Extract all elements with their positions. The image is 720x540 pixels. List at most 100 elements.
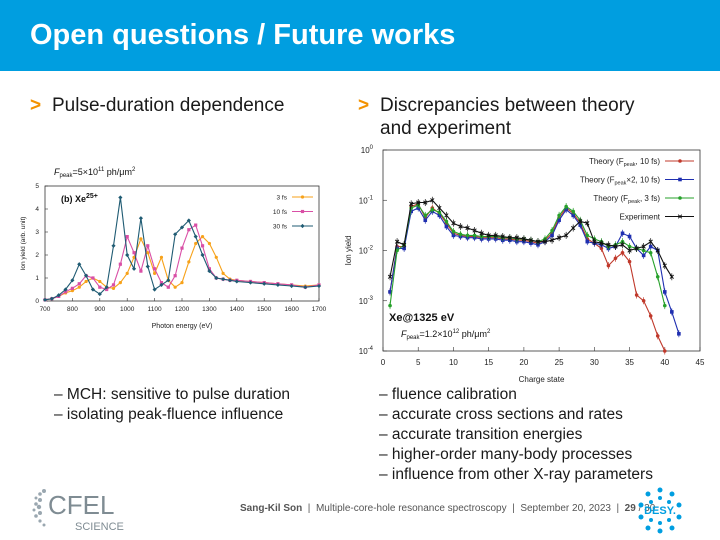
- data-point: [627, 259, 632, 264]
- data-point: [648, 244, 653, 249]
- x-tick-label: 1500: [257, 306, 272, 313]
- data-point: [118, 262, 122, 266]
- label-part: =1.2×10: [420, 329, 453, 339]
- data-point: [641, 298, 646, 303]
- data-point: [145, 264, 150, 269]
- data-point: [528, 238, 534, 243]
- data-point: [556, 235, 562, 240]
- data-point: [465, 225, 470, 231]
- data-point: [193, 234, 198, 239]
- data-point: [670, 310, 674, 314]
- series-line: [44, 224, 320, 301]
- data-point: [627, 248, 632, 253]
- fluence-label: Fpeak=5×1011 ph/μm2: [54, 167, 136, 179]
- x-tick-label: 30: [590, 358, 599, 367]
- data-point: [194, 241, 198, 246]
- label-part: F: [54, 167, 60, 177]
- y-tick-label: 10-4: [359, 346, 374, 356]
- data-point: [678, 159, 682, 163]
- label-part: peak: [407, 335, 421, 341]
- legend-label: Experiment: [620, 213, 661, 222]
- data-point: [138, 216, 143, 221]
- y-axis-label: Ion yield: [344, 236, 353, 266]
- data-point: [118, 195, 123, 200]
- data-point: [300, 209, 305, 214]
- x-tick-label: 1100: [148, 306, 162, 313]
- cfel-logo-text: CFEL: [48, 490, 114, 520]
- charge-state-chart: 0 5 10 15 20 25 30 35 40 4510-410-310-210-1100Cha…: [344, 145, 705, 384]
- data-point: [166, 278, 171, 283]
- data-point: [430, 207, 435, 212]
- data-point: [111, 243, 116, 248]
- x-axis-label: Photon energy (eV): [152, 323, 213, 330]
- data-point: [634, 246, 639, 251]
- x-tick-label: 10: [449, 358, 458, 367]
- data-point: [70, 286, 74, 290]
- data-point: [289, 283, 294, 289]
- x-tick-label: 1600: [284, 306, 299, 313]
- legend-label: Theory (Fpeak×2, 10 fs): [580, 176, 661, 187]
- data-point: [153, 271, 157, 275]
- label-part: , 10 fs): [636, 157, 661, 166]
- data-point: [451, 221, 456, 226]
- data-point: [472, 233, 477, 238]
- data-point: [641, 248, 646, 253]
- legend-label: 30 fs: [273, 224, 288, 231]
- desy-logo: DESY.: [638, 487, 682, 534]
- data-point: [159, 255, 164, 259]
- data-point: [620, 242, 625, 247]
- label-part: 10: [361, 146, 370, 155]
- data-point: [207, 269, 212, 274]
- data-point: [437, 205, 442, 211]
- data-point: [613, 244, 618, 249]
- label-part: Theory (F: [593, 194, 628, 203]
- data-point: [641, 253, 646, 258]
- data-point: [173, 285, 177, 289]
- data-point: [300, 223, 305, 229]
- data-point: [662, 290, 667, 294]
- data-point: [521, 236, 527, 242]
- data-point: [423, 218, 428, 223]
- label-part: 10: [359, 247, 368, 256]
- data-point: [564, 204, 568, 209]
- data-point: [262, 281, 267, 286]
- left-notes: – MCH: sensitive to pulse duration – iso…: [54, 385, 290, 425]
- right-bullet-text-line2: and experiment: [380, 118, 511, 139]
- data-point: [451, 233, 456, 238]
- data-point: [669, 274, 674, 279]
- label-part: -3: [368, 296, 374, 302]
- page-number: 29: [624, 503, 636, 514]
- footer: Sang-Kil Son | Multiple-core-hole resona…: [240, 503, 656, 514]
- data-point: [56, 293, 61, 298]
- data-point: [564, 233, 569, 238]
- footer-date: September 20, 2023: [520, 503, 611, 514]
- data-point: [648, 250, 653, 255]
- data-point: [409, 201, 414, 206]
- label-part: Experiment: [620, 213, 661, 222]
- x-tick-label: 0: [381, 358, 386, 367]
- label-part: 11: [98, 167, 105, 173]
- x-tick-label: 700: [40, 306, 51, 313]
- data-point: [139, 237, 143, 241]
- data-point: [571, 225, 576, 231]
- data-point: [146, 244, 150, 248]
- data-point: [606, 263, 611, 268]
- label-part: Theory (F: [589, 157, 624, 166]
- label-part: peak: [614, 181, 626, 187]
- data-point: [550, 228, 554, 233]
- data-point: [550, 233, 554, 238]
- right-notes: – fluence calibration – accurate cross s…: [379, 385, 653, 485]
- plot-area: 700 800 900 1000 1100 1200 1300 1400 1500 1600 170…: [20, 183, 327, 330]
- list-item: – accurate transition energies: [379, 426, 583, 443]
- data-point: [507, 235, 512, 240]
- data-point: [200, 235, 205, 239]
- data-point: [465, 233, 470, 238]
- data-point: [627, 244, 632, 249]
- data-point: [105, 287, 109, 292]
- data-point: [153, 267, 157, 271]
- data-point: [159, 282, 164, 287]
- x-tick-label: 45: [696, 358, 705, 367]
- right-bullet-text-line1: Discrepancies between theory: [380, 95, 635, 116]
- data-point: [125, 271, 129, 275]
- list-item: – fluence calibration: [379, 386, 517, 403]
